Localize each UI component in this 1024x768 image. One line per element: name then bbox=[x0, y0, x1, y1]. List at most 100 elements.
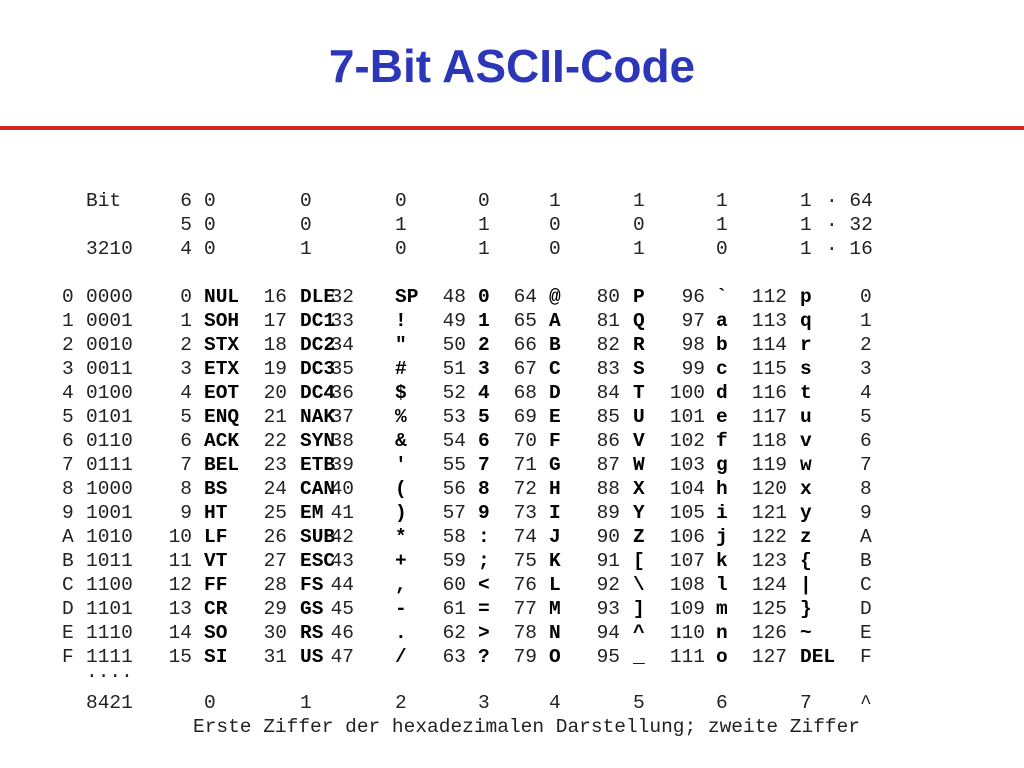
high-digit: 7 bbox=[800, 692, 812, 714]
decimal-code: 86 bbox=[597, 430, 620, 452]
divider bbox=[0, 126, 1024, 130]
character: n bbox=[716, 622, 728, 644]
character: k bbox=[716, 550, 728, 572]
character: ] bbox=[633, 598, 645, 620]
character: b bbox=[716, 334, 728, 356]
decimal-code: 65 bbox=[514, 310, 537, 332]
decimal-code: 116 bbox=[752, 382, 787, 404]
character: + bbox=[395, 550, 407, 572]
character: F bbox=[549, 430, 561, 452]
character: GS bbox=[300, 598, 324, 620]
character: ACK bbox=[204, 430, 239, 452]
character: RS bbox=[300, 622, 324, 644]
row-binary: 0000 bbox=[86, 286, 133, 308]
character: NUL bbox=[204, 286, 239, 308]
row-hex: B bbox=[62, 550, 74, 572]
character: j bbox=[716, 526, 728, 548]
character: EOT bbox=[204, 382, 239, 404]
row-hex-right: 2 bbox=[860, 334, 872, 356]
character: DEL bbox=[800, 646, 835, 668]
character: LF bbox=[204, 526, 227, 548]
decimal-code: 119 bbox=[752, 454, 787, 476]
decimal-code: 97 bbox=[682, 310, 705, 332]
bit-weight: · 64 bbox=[826, 190, 873, 212]
character: ETB bbox=[300, 454, 335, 476]
bit-value: 1 bbox=[395, 214, 407, 236]
character: M bbox=[549, 598, 561, 620]
decimal-code: 41 bbox=[331, 502, 354, 524]
bit-value: 1 bbox=[800, 214, 812, 236]
character: VT bbox=[204, 550, 228, 572]
decimal-code: 42 bbox=[331, 526, 354, 548]
decimal-code: 102 bbox=[670, 430, 705, 452]
character: K bbox=[549, 550, 561, 572]
decimal-code: 21 bbox=[264, 406, 287, 428]
high-digit: 4 bbox=[549, 692, 561, 714]
character: Q bbox=[633, 310, 645, 332]
character: R bbox=[633, 334, 645, 356]
decimal-code: 83 bbox=[597, 358, 620, 380]
bit-value: 1 bbox=[800, 238, 812, 260]
decimal-code: 99 bbox=[682, 358, 705, 380]
character: 8 bbox=[478, 478, 490, 500]
character: SUB bbox=[300, 526, 335, 548]
character: BEL bbox=[204, 454, 239, 476]
character: w bbox=[800, 454, 812, 476]
decimal-code: 70 bbox=[514, 430, 537, 452]
decimal-code: 24 bbox=[264, 478, 287, 500]
decimal-code: 49 bbox=[443, 310, 466, 332]
character: s bbox=[800, 358, 812, 380]
decimal-code: 118 bbox=[752, 430, 787, 452]
character: US bbox=[300, 646, 324, 668]
decimal-code: 113 bbox=[752, 310, 787, 332]
row-hex: 4 bbox=[62, 382, 74, 404]
character: [ bbox=[633, 550, 645, 572]
row-binary: 1010 bbox=[86, 526, 133, 548]
character: . bbox=[395, 622, 407, 644]
caret: ^ bbox=[860, 692, 872, 714]
row-hex: 0 bbox=[62, 286, 74, 308]
decimal-code: 29 bbox=[264, 598, 287, 620]
character: a bbox=[716, 310, 728, 332]
bit-value: 0 bbox=[549, 238, 561, 260]
decimal-code: 75 bbox=[514, 550, 537, 572]
bit-value: 0 bbox=[300, 214, 312, 236]
character: o bbox=[716, 646, 728, 668]
decimal-code: 67 bbox=[514, 358, 537, 380]
decimal-code: 120 bbox=[752, 478, 787, 500]
title: 7-Bit ASCII-Code bbox=[329, 40, 695, 92]
character: ~ bbox=[800, 622, 812, 644]
decimal-code: 122 bbox=[752, 526, 787, 548]
row-hex-right: 1 bbox=[860, 310, 872, 332]
character: _ bbox=[632, 646, 645, 668]
character: 9 bbox=[478, 502, 490, 524]
bit-value: 0 bbox=[204, 190, 216, 212]
decimal-code: 62 bbox=[443, 622, 466, 644]
character: # bbox=[395, 358, 407, 380]
decimal-code: 3 bbox=[180, 358, 192, 380]
character: H bbox=[549, 478, 561, 500]
decimal-code: 117 bbox=[752, 406, 787, 428]
character: Z bbox=[633, 526, 645, 548]
high-digit: 1 bbox=[300, 692, 312, 714]
character: X bbox=[633, 478, 645, 500]
bit-value: 0 bbox=[395, 190, 407, 212]
decimal-code: 63 bbox=[443, 646, 466, 668]
row-binary: 0100 bbox=[86, 382, 133, 404]
row-hex: A bbox=[62, 526, 74, 548]
bit-value: 0 bbox=[549, 214, 561, 236]
decimal-code: 52 bbox=[443, 382, 466, 404]
character: B bbox=[549, 334, 561, 356]
character: } bbox=[800, 598, 812, 620]
bit-number: 6 bbox=[180, 190, 192, 212]
character: ETX bbox=[204, 358, 239, 380]
decimal-code: 58 bbox=[443, 526, 466, 548]
row-hex-right: C bbox=[860, 574, 872, 596]
decimal-code: 55 bbox=[443, 454, 466, 476]
character: i bbox=[716, 502, 728, 524]
row-hex: 3 bbox=[62, 358, 74, 380]
character: , bbox=[395, 574, 407, 596]
character: * bbox=[395, 526, 407, 548]
decimal-code: 77 bbox=[514, 598, 537, 620]
decimal-code: 16 bbox=[264, 286, 287, 308]
